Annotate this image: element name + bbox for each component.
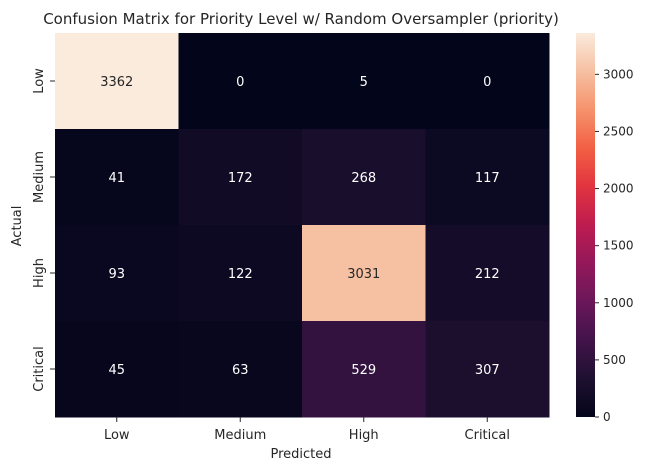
heatmap-cells: 3362 0 5 0 41 172 268 117 93 122 3031 212 45 63 529 307 bbox=[55, 33, 550, 418]
cell-value-label: 529 bbox=[351, 363, 376, 378]
heatmap-cell bbox=[178, 321, 303, 418]
heatmap-cell bbox=[178, 33, 303, 130]
cell-value-label: 5 bbox=[360, 75, 368, 90]
y-tick-label: Critical bbox=[32, 346, 47, 391]
colorbar-tick-label: 3000 bbox=[603, 67, 634, 81]
cell-value-label: 3031 bbox=[347, 267, 380, 282]
cell-value-label: 41 bbox=[108, 171, 125, 186]
heatmap-cell bbox=[55, 225, 179, 322]
y-tick-label: Medium bbox=[32, 151, 47, 203]
colorbar-tick-label: 0 bbox=[603, 410, 611, 424]
cell-value-label: 117 bbox=[475, 171, 500, 186]
cell-value-label: 3362 bbox=[100, 75, 133, 90]
cell-value-label: 93 bbox=[108, 267, 125, 282]
x-tick-label: Critical bbox=[465, 428, 510, 443]
heatmap-cell bbox=[178, 129, 303, 226]
cell-value-label: 122 bbox=[228, 267, 253, 282]
cell-value-label: 212 bbox=[475, 267, 500, 282]
cell-value-label: 0 bbox=[483, 75, 491, 90]
cell-value-label: 63 bbox=[232, 363, 249, 378]
colorbar-tick-label: 2500 bbox=[603, 124, 634, 138]
heatmap-cell bbox=[425, 225, 550, 322]
y-axis-label: Actual bbox=[10, 206, 25, 247]
heatmap-cell bbox=[302, 225, 426, 322]
heatmap-cell bbox=[425, 33, 550, 130]
x-tick-label: High bbox=[349, 428, 379, 443]
cell-value-label: 268 bbox=[351, 171, 376, 186]
y-axis-ticks: Low Medium High Critical bbox=[32, 68, 55, 392]
x-tick-label: Medium bbox=[214, 428, 266, 443]
cell-value-label: 0 bbox=[236, 75, 244, 90]
heatmap-cell bbox=[55, 129, 179, 226]
colorbar: 0 500 1000 1500 2000 2500 3000 bbox=[576, 33, 634, 424]
x-tick-label: Low bbox=[104, 428, 130, 443]
heatmap-cell bbox=[55, 33, 179, 130]
heatmap-cell bbox=[425, 321, 550, 418]
cell-value-label: 307 bbox=[475, 363, 500, 378]
heatmap-cell bbox=[178, 225, 303, 322]
chart-title: Confusion Matrix for Priority Level w/ R… bbox=[43, 10, 559, 28]
heatmap-cell bbox=[425, 129, 550, 226]
cell-value-label: 45 bbox=[108, 363, 125, 378]
colorbar-tick-label: 500 bbox=[603, 353, 626, 367]
x-axis-ticks: Low Medium High Critical bbox=[104, 417, 510, 443]
heatmap-cell bbox=[55, 321, 179, 418]
colorbar-tick-label: 1000 bbox=[603, 296, 634, 310]
y-tick-label: Low bbox=[32, 68, 47, 94]
colorbar-tick-label: 1500 bbox=[603, 239, 634, 253]
cell-value-label: 172 bbox=[228, 171, 253, 186]
colorbar-tick-label: 2000 bbox=[603, 182, 634, 196]
heatmap-cell bbox=[302, 321, 426, 418]
colorbar-gradient bbox=[576, 33, 595, 417]
y-tick-label: High bbox=[32, 258, 47, 288]
x-axis-label: Predicted bbox=[270, 447, 331, 462]
heatmap-cell bbox=[302, 33, 426, 130]
heatmap-cell bbox=[302, 129, 426, 226]
